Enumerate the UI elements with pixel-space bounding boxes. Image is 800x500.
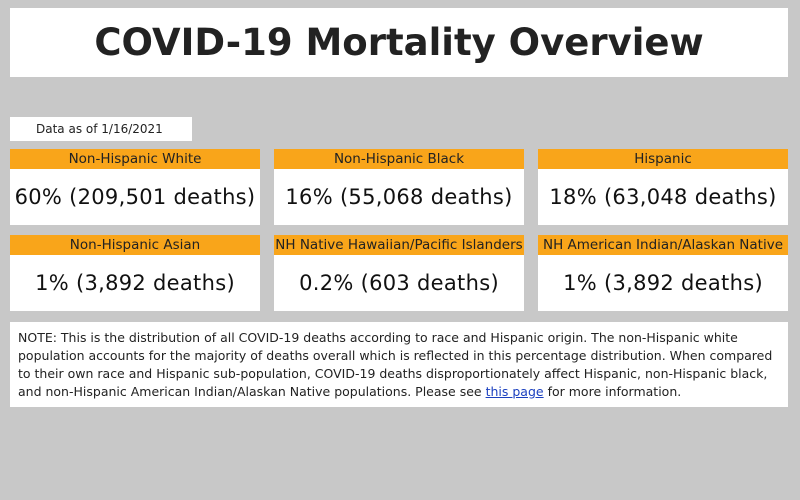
note: NOTE: This is the distribution of all CO… — [10, 322, 788, 407]
stat-card: Non-Hispanic White 60% (209,501 deaths) — [10, 149, 260, 225]
card-value: 1% (3,892 deaths) — [563, 271, 763, 295]
note-link[interactable]: this page — [485, 384, 544, 399]
stat-card: Non-Hispanic Black 16% (55,068 deaths) — [274, 149, 524, 225]
card-label: Hispanic — [538, 149, 788, 169]
card-label: NH Native Hawaiian/Pacific Islanders — [274, 235, 524, 255]
card-value: 16% (55,068 deaths) — [285, 185, 513, 209]
stat-card: Hispanic 18% (63,048 deaths) — [538, 149, 788, 225]
note-text-after: for more information. — [547, 384, 682, 399]
card-value: 60% (209,501 deaths) — [14, 185, 256, 209]
stat-card: NH Native Hawaiian/Pacific Islanders 0.2%… — [274, 235, 524, 311]
card-label: Non-Hispanic Asian — [10, 235, 260, 255]
stat-card: NH American Indian/Alaskan Native 1% (3,8… — [538, 235, 788, 311]
card-value: 18% (63,048 deaths) — [549, 185, 777, 209]
stat-card: Non-Hispanic Asian 1% (3,892 deaths) — [10, 235, 260, 311]
date-note: Data as of 1/16/2021 — [10, 117, 192, 141]
card-label: NH American Indian/Alaskan Native — [538, 235, 788, 255]
card-label: Non-Hispanic Black — [274, 149, 524, 169]
note-text: NOTE: This is the distribution of all CO… — [18, 330, 773, 399]
title: COVID-19 Mortality Overview — [10, 8, 788, 77]
card-label: Non-Hispanic White — [10, 149, 260, 169]
card-value: 1% (3,892 deaths) — [35, 271, 235, 295]
card-value: 0.2% (603 deaths) — [299, 271, 499, 295]
